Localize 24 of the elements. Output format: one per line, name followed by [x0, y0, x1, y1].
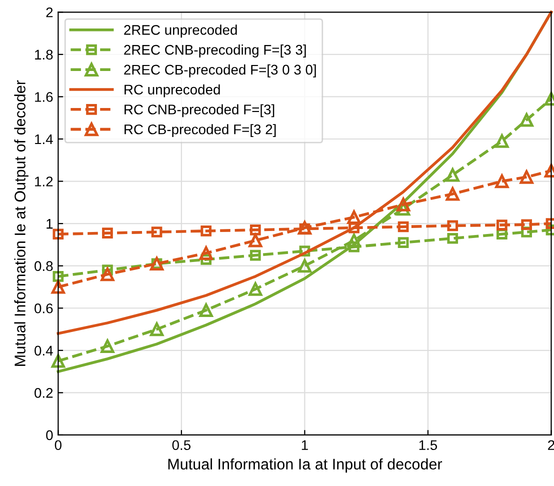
y-tick-label: 1: [46, 219, 53, 229]
x-axis-title: Mutual Information Ia at Input of decoder: [168, 458, 442, 473]
legend-label: 2REC CNB-precoding F=[3 3]: [124, 44, 306, 58]
x-tick-label: 0.5: [172, 440, 191, 450]
y-tick-label: 1.8: [35, 50, 53, 60]
x-tick-label: 0: [54, 440, 62, 450]
y-tick-label: 1.2: [35, 176, 53, 186]
y-tick-label: 0: [46, 430, 53, 440]
y-tick-label: 2: [46, 7, 53, 18]
legend-label: RC CB-precoded F=[3 2]: [124, 124, 276, 138]
x-tick-label: 1: [302, 440, 308, 450]
y-tick-label: 0.4: [34, 346, 53, 356]
legend-label: RC CNB-precoded F=[3]: [124, 104, 274, 118]
x-tick-label: 1.5: [419, 440, 438, 450]
y-tick-label: 1.4: [35, 134, 53, 144]
y-tick-label: 0.2: [34, 388, 53, 398]
legend-label: RC unprecoded: [124, 84, 220, 98]
y-tick-label: 0.6: [34, 303, 53, 314]
legend-label: 2REC CB-precoded F=[3 0 3 0]: [124, 64, 316, 78]
y-tick-label: 0.8: [34, 261, 53, 272]
y-tick-label: 1.6: [35, 92, 53, 102]
y-axis-title: Mutual Information Ie at Output of decoder: [14, 80, 28, 366]
legend-label: 2REC unprecoded: [124, 24, 237, 38]
x-tick-label: 2: [548, 440, 554, 450]
